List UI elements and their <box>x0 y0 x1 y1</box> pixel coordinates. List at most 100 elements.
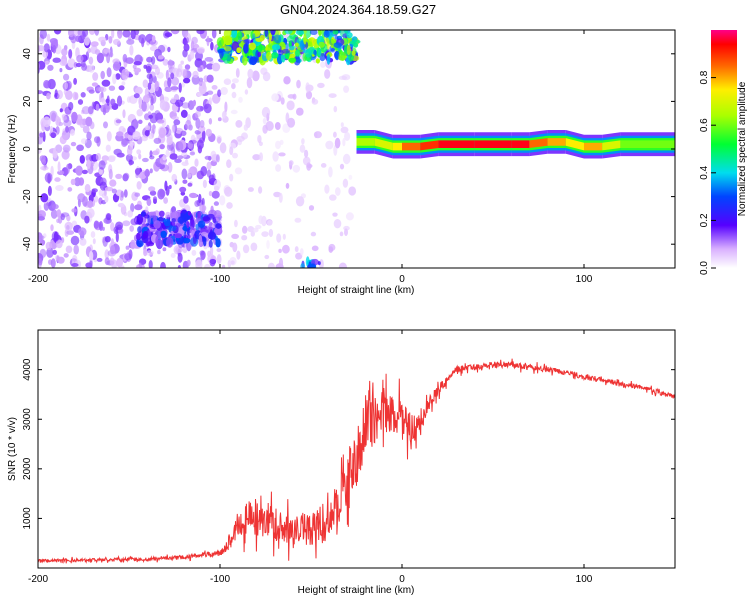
spectrogram-cell <box>96 257 103 262</box>
spectrogram-cell <box>208 190 213 197</box>
spectrogram-cell <box>98 168 103 175</box>
spectrogram-cell <box>135 86 143 95</box>
spectrogram-cell <box>167 77 172 88</box>
spectrogram-cell <box>157 249 161 255</box>
spectrogram-track-segment <box>420 140 439 151</box>
spectrogram-cell <box>272 151 279 162</box>
spectrogram-cell <box>92 72 99 81</box>
spectrogram-cell <box>201 197 205 207</box>
spectrogram-cell <box>141 135 148 142</box>
spectrogram-cell <box>149 190 157 196</box>
spectrogram-cell <box>42 166 47 171</box>
spectrogram-cell <box>171 211 178 219</box>
spectrogram-cell <box>55 185 64 191</box>
spectrogram-track-segment <box>392 142 402 151</box>
spectrogram-cell <box>89 258 93 268</box>
spectrogram-cell <box>83 36 90 46</box>
spectrogram-cell <box>146 65 152 74</box>
snr-series-line <box>38 358 675 564</box>
spectrogram-cell <box>221 111 226 119</box>
spectrogram-cell <box>57 170 65 176</box>
spectrogram-cell <box>81 106 91 115</box>
spectrogram-cell <box>153 220 161 229</box>
spectrogram-cell <box>75 165 83 176</box>
spectrogram-cell <box>148 211 156 216</box>
spectrogram-cell <box>330 47 335 53</box>
spectrogram-cell <box>88 250 94 261</box>
spectrogram-cell <box>180 109 188 118</box>
spectrogram-cell <box>154 110 161 118</box>
spectrogram-cell <box>115 231 119 243</box>
spectrogram-cell <box>49 125 54 134</box>
spectrogram-cell <box>116 131 124 137</box>
snr-frame <box>37 329 676 569</box>
spectrogram-cell <box>127 35 132 42</box>
snr-x-tick-label: -100 <box>210 574 230 585</box>
spectrogram-cell <box>145 206 149 214</box>
spectrogram-cell <box>88 56 94 65</box>
spectrogram-cell <box>112 61 121 71</box>
spectrogram-cell <box>206 161 212 170</box>
spectrogram-y-tick-label: 40 <box>22 48 33 60</box>
spectrogram-x-tick-label: -100 <box>210 274 230 285</box>
snr-y-tick-label: 1000 <box>22 507 33 530</box>
spectrogram-cell <box>241 235 248 241</box>
spectrogram-cell <box>333 42 342 48</box>
spectrogram-cell <box>39 248 47 258</box>
spectrogram-cell <box>250 242 258 252</box>
spectrogram-cell <box>170 253 176 258</box>
spectrogram-cell <box>332 30 339 35</box>
spectrogram-cell <box>340 126 349 134</box>
spectrogram-cell <box>115 221 124 231</box>
spectrogram-cell <box>280 97 285 105</box>
spectrogram-cell <box>229 146 234 156</box>
spectrogram-track-segment <box>374 138 393 151</box>
spectrogram-cell <box>208 174 215 182</box>
spectrogram-cell <box>210 150 217 160</box>
spectrogram-cell <box>201 231 208 237</box>
spectrogram-cell <box>50 132 57 139</box>
spectrogram-cell <box>38 148 42 154</box>
colorbar-ticks: 0.0 0.2 0.4 0.6 0.8 <box>699 70 716 275</box>
spectrogram-cell <box>129 225 134 232</box>
spectrogram-cell <box>177 252 183 263</box>
spectrogram-cell <box>191 36 198 45</box>
spectrogram-cell <box>294 246 299 253</box>
spectrogram-cell <box>43 43 50 53</box>
spectrogram-cell <box>303 33 307 45</box>
spectrogram-cell <box>109 179 117 187</box>
spectrogram-y-tick-label: 0 <box>22 146 33 152</box>
snr-x-tick-label: 0 <box>399 574 405 585</box>
spectrogram-cell <box>123 189 128 198</box>
spectrogram-cell <box>38 45 45 52</box>
spectrogram-cell <box>183 77 191 84</box>
spectrogram-cell <box>171 116 179 121</box>
spectrogram-cell <box>276 233 282 243</box>
spectrogram-cell <box>219 195 226 206</box>
spectrogram-cell <box>110 98 116 106</box>
spectrogram-cell <box>244 89 249 95</box>
snr-marks <box>38 358 675 564</box>
spectrogram-cell <box>288 57 297 63</box>
spectrogram-cell <box>319 53 326 62</box>
spectrogram-cell <box>257 135 262 143</box>
spectrogram-cell <box>95 153 101 161</box>
spectrogram-cell <box>216 254 222 265</box>
spectrogram-cell <box>59 135 67 145</box>
spectrogram-cell <box>133 93 140 99</box>
spectrogram-cell <box>177 216 185 224</box>
spectrogram-cell <box>328 246 334 253</box>
spectrogram-cell <box>101 155 109 162</box>
spectrogram-cell <box>262 117 267 125</box>
spectrogram-cell <box>82 125 90 134</box>
spectrogram-cell <box>196 210 201 219</box>
spectrogram-cell <box>174 158 182 163</box>
snr-x-tick-label: -200 <box>28 574 48 585</box>
spectrogram-cell <box>181 82 185 88</box>
spectrogram-cell <box>148 186 156 192</box>
spectrogram-cell <box>170 72 175 80</box>
spectrogram-cell <box>136 109 143 117</box>
spectrogram-cell <box>183 195 189 204</box>
spectrogram-cell <box>211 30 217 39</box>
spectrogram-cell <box>189 50 195 60</box>
